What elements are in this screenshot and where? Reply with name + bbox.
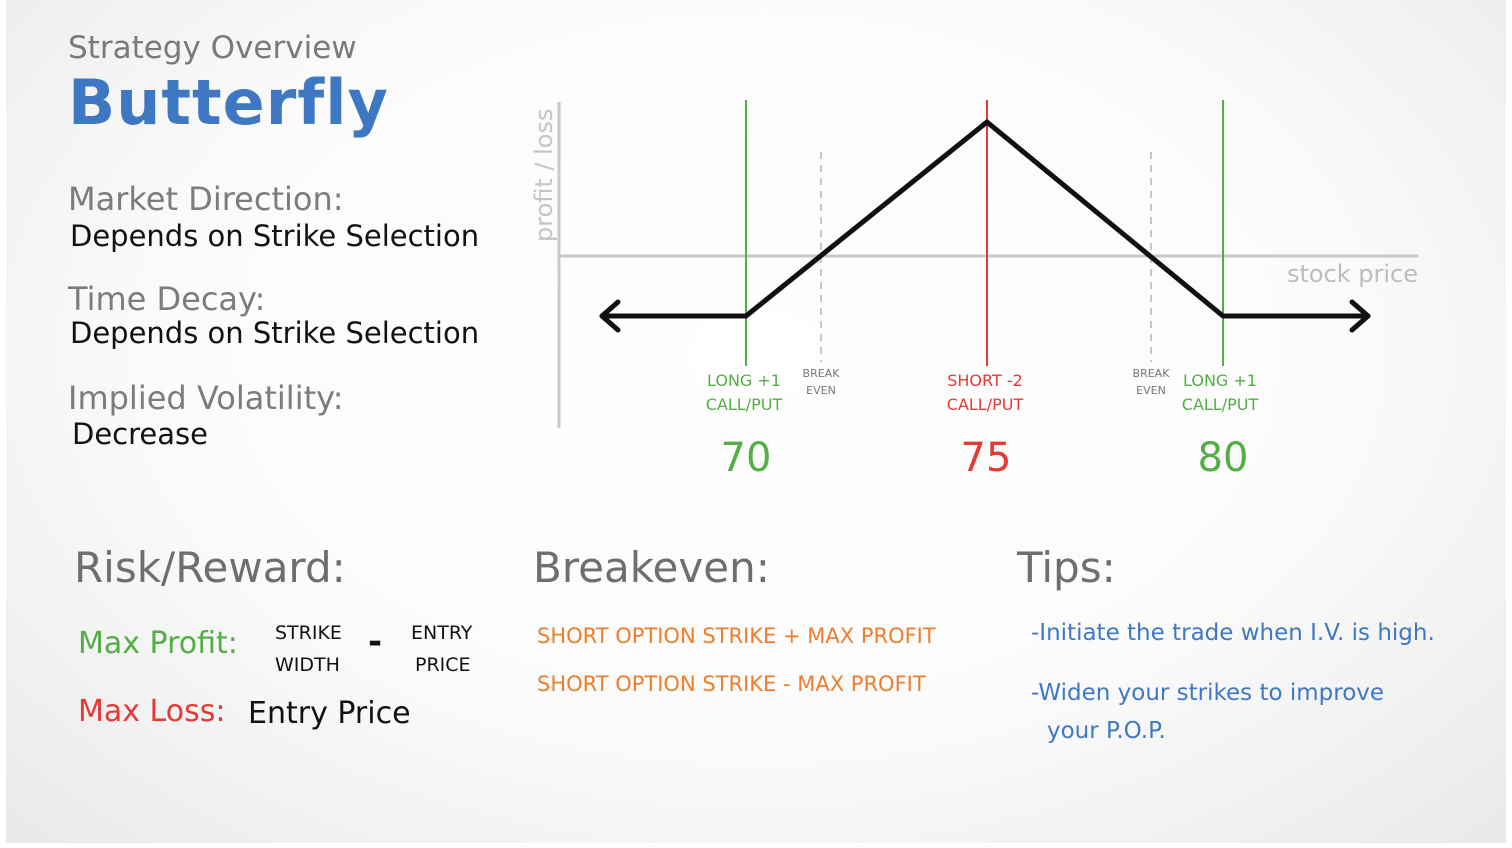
time-decay-label: Time Decay: xyxy=(68,280,266,318)
market-direction-value: Depends on Strike Selection xyxy=(70,219,480,253)
strike-70-line2: CALL/PUT xyxy=(706,395,783,414)
strike-80-line2: CALL/PUT xyxy=(1182,395,1259,414)
strike-70-price: 70 xyxy=(721,435,772,481)
payoff-diagram: profit / loss stock price LONG +1 CALL/P… xyxy=(530,100,1418,481)
y-axis-label: profit / loss xyxy=(530,109,558,243)
time-decay-value: Depends on Strike Selection xyxy=(70,316,480,350)
strike-75-line2: CALL/PUT xyxy=(947,395,1024,414)
max-loss-value: Entry Price xyxy=(248,696,411,731)
implied-volatility-label: Implied Volatility: xyxy=(68,379,344,417)
strike-75-price: 75 xyxy=(961,435,1012,481)
strike-80-line1: LONG +1 xyxy=(1183,371,1257,390)
minus-sign: - xyxy=(368,622,383,662)
tip-1: -Initiate the trade when I.V. is high. xyxy=(1031,620,1435,646)
tip-2-line1: -Widen your strikes to improve xyxy=(1031,680,1385,706)
slide: Strategy Overview Butterfly Market Direc… xyxy=(6,0,1506,843)
breakeven-upper-line2: EVEN xyxy=(1136,384,1166,397)
market-direction-label: Market Direction: xyxy=(68,180,344,218)
right-arrowhead xyxy=(1349,299,1371,333)
strike-80-price: 80 xyxy=(1198,435,1249,481)
breakeven-upper-line1: BREAK xyxy=(1133,367,1171,380)
risk-reward-heading: Risk/Reward: xyxy=(74,543,346,592)
entry-price-line1: ENTRY xyxy=(411,622,473,644)
breakeven-lower-line2: EVEN xyxy=(806,384,836,397)
breakeven-heading: Breakeven: xyxy=(533,543,770,592)
strategy-title: Butterfly xyxy=(68,66,389,139)
breakeven-formula-lower: SHORT OPTION STRIKE - MAX PROFIT xyxy=(537,672,926,696)
strike-75-line1: SHORT -2 xyxy=(947,371,1023,390)
strike-width-line2: WIDTH xyxy=(275,654,340,676)
left-arrowhead xyxy=(599,299,621,333)
implied-volatility-value: Decrease xyxy=(72,417,208,451)
max-loss-label: Max Loss: xyxy=(78,694,226,729)
x-axis-label: stock price xyxy=(1287,260,1418,288)
strategy-overview-label: Strategy Overview xyxy=(68,30,357,66)
tip-2-line2: your P.O.P. xyxy=(1047,718,1166,744)
tips-heading: Tips: xyxy=(1017,543,1116,592)
strike-70-line1: LONG +1 xyxy=(707,371,781,390)
breakeven-formula-upper: SHORT OPTION STRIKE + MAX PROFIT xyxy=(537,624,936,648)
max-profit-label: Max Profit: xyxy=(78,626,238,661)
entry-price-line2: PRICE xyxy=(415,654,471,676)
breakeven-lower-line1: BREAK xyxy=(803,367,841,380)
payoff-line xyxy=(599,119,1371,319)
strike-width-line1: STRIKE xyxy=(275,622,342,644)
